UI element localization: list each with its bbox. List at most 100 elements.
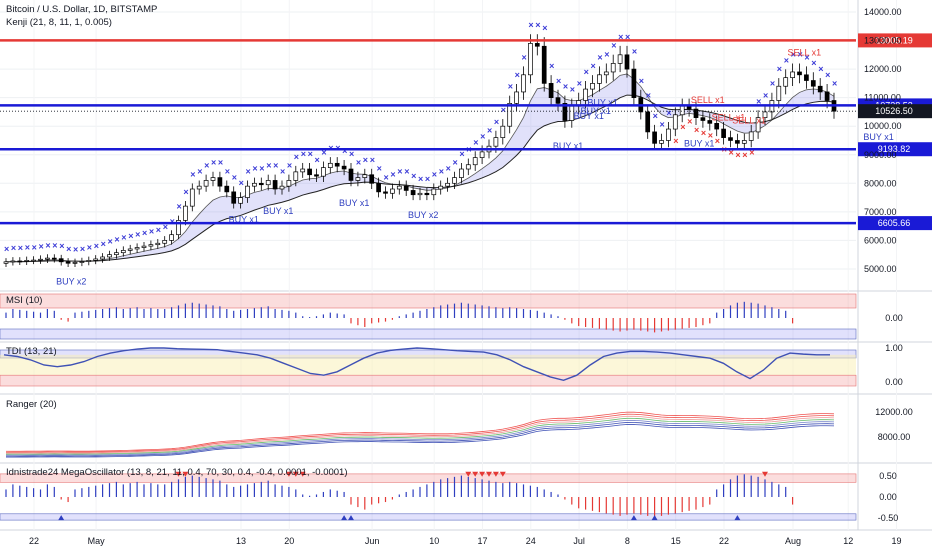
candle-body[interactable]: [176, 220, 181, 236]
candle-body[interactable]: [31, 259, 36, 262]
candle-body[interactable]: [217, 177, 223, 187]
candle-body[interactable]: [472, 157, 478, 166]
candle-body[interactable]: [783, 77, 789, 87]
candle-body[interactable]: [583, 88, 588, 101]
candle-body[interactable]: [776, 85, 782, 101]
candle-body[interactable]: [714, 122, 720, 130]
candle-body[interactable]: [410, 190, 416, 196]
candle-body[interactable]: [238, 197, 243, 204]
candle-body[interactable]: [314, 174, 319, 177]
candle-body[interactable]: [465, 164, 471, 170]
candle-body[interactable]: [452, 177, 457, 184]
candle-body[interactable]: [748, 131, 754, 141]
candle-body[interactable]: [376, 182, 381, 193]
candle-body[interactable]: [617, 54, 623, 64]
candle-body[interactable]: [258, 182, 264, 186]
candle-body[interactable]: [321, 167, 326, 177]
candle-body[interactable]: [51, 257, 57, 260]
candle-body[interactable]: [810, 80, 816, 87]
candle-body[interactable]: [797, 71, 802, 76]
candle-body[interactable]: [162, 240, 168, 244]
candle-body[interactable]: [3, 261, 9, 264]
candle-body[interactable]: [355, 177, 361, 181]
candle-body[interactable]: [127, 248, 133, 251]
candle-body[interactable]: [493, 137, 499, 147]
candle-body[interactable]: [134, 247, 140, 250]
candle-body[interactable]: [79, 261, 85, 263]
candle-body[interactable]: [417, 192, 423, 196]
candle-body[interactable]: [672, 114, 678, 130]
candle-body[interactable]: [265, 180, 271, 186]
candle-body[interactable]: [438, 185, 444, 190]
candle-body[interactable]: [500, 125, 506, 138]
candle-body[interactable]: [279, 185, 285, 190]
candle-body[interactable]: [645, 111, 651, 133]
candle-body[interactable]: [548, 83, 554, 98]
candle-body[interactable]: [327, 162, 333, 168]
candle-body[interactable]: [555, 97, 561, 104]
candle-body[interactable]: [155, 242, 161, 246]
candle-body[interactable]: [100, 256, 105, 260]
candle-body[interactable]: [610, 63, 616, 73]
candle-body[interactable]: [707, 120, 713, 124]
candle-body[interactable]: [762, 111, 768, 118]
candle-body[interactable]: [603, 71, 609, 76]
candle-body[interactable]: [396, 185, 402, 190]
candle-body[interactable]: [93, 258, 99, 261]
candle-body[interactable]: [403, 185, 409, 191]
candle-body[interactable]: [86, 260, 92, 262]
candle-body[interactable]: [459, 168, 464, 178]
candle-body[interactable]: [445, 182, 450, 187]
candle-body[interactable]: [755, 117, 761, 133]
candle-body[interactable]: [528, 43, 533, 76]
candle-body[interactable]: [824, 91, 830, 101]
candle-body[interactable]: [307, 168, 312, 176]
candle-body[interactable]: [679, 105, 685, 116]
candle-body[interactable]: [652, 131, 657, 144]
candle-body[interactable]: [196, 185, 202, 190]
candle-body[interactable]: [521, 74, 526, 93]
candle-body[interactable]: [183, 205, 188, 221]
candle-body[interactable]: [479, 151, 485, 158]
candle-body[interactable]: [120, 250, 126, 254]
candle-body[interactable]: [631, 68, 637, 98]
candle-body[interactable]: [107, 254, 112, 258]
candle-body[interactable]: [38, 258, 43, 261]
candle-body[interactable]: [735, 140, 740, 144]
candle-body[interactable]: [721, 128, 726, 138]
candle-body[interactable]: [700, 117, 706, 121]
candle-body[interactable]: [114, 252, 119, 256]
candle-body[interactable]: [148, 244, 154, 247]
candle-body[interactable]: [362, 174, 368, 178]
candle-body[interactable]: [300, 168, 306, 173]
candle-body[interactable]: [562, 103, 568, 121]
candle-body[interactable]: [383, 191, 388, 194]
candle-body[interactable]: [293, 171, 299, 181]
candle-body[interactable]: [189, 188, 195, 207]
candle-body[interactable]: [624, 54, 630, 70]
candle-body[interactable]: [252, 182, 257, 187]
candle-body[interactable]: [790, 71, 795, 79]
candle-body[interactable]: [141, 245, 147, 248]
candle-body[interactable]: [169, 234, 174, 241]
candle-body[interactable]: [514, 91, 519, 104]
candle-body[interactable]: [24, 260, 30, 262]
candle-body[interactable]: [210, 177, 216, 181]
candle-body[interactable]: [431, 188, 437, 196]
candle-body[interactable]: [590, 83, 595, 90]
candle-body[interactable]: [390, 188, 395, 194]
candle-body[interactable]: [534, 43, 540, 47]
candle-body[interactable]: [341, 165, 347, 170]
candle-body[interactable]: [741, 140, 747, 144]
candle-body[interactable]: [369, 174, 375, 184]
candle-body[interactable]: [666, 128, 671, 141]
candle-body[interactable]: [334, 162, 340, 167]
candle-body[interactable]: [231, 191, 237, 204]
candle-body[interactable]: [17, 260, 23, 263]
candle-body[interactable]: [45, 257, 50, 260]
candle-body[interactable]: [541, 45, 547, 84]
candle-body[interactable]: [272, 180, 278, 190]
candle-body[interactable]: [203, 180, 209, 187]
candle-body[interactable]: [224, 185, 230, 193]
